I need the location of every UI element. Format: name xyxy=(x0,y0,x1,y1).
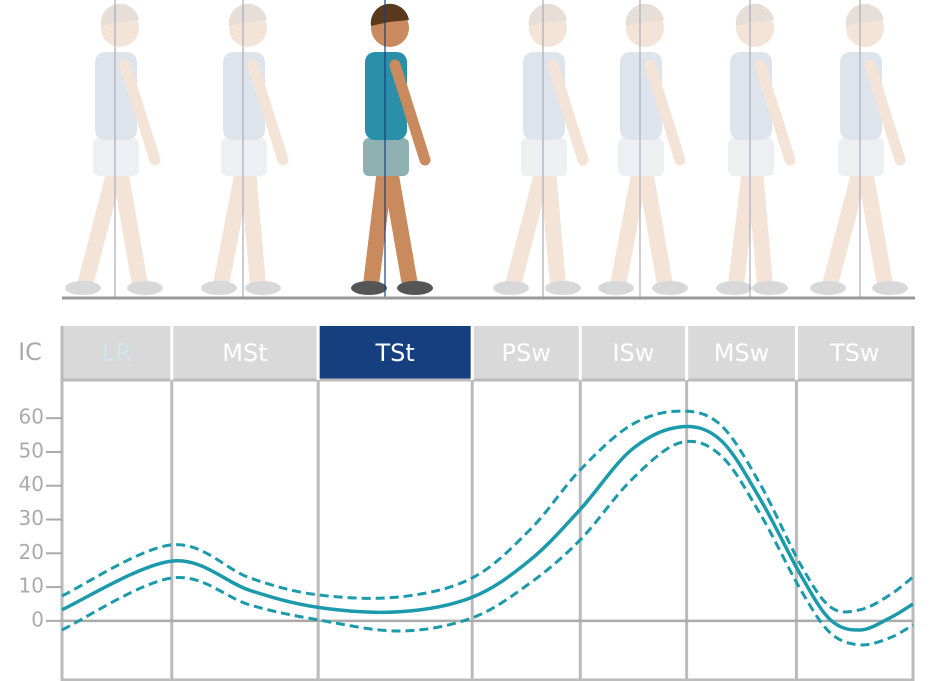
shoe xyxy=(716,281,752,295)
leg xyxy=(857,162,893,293)
head xyxy=(229,9,267,47)
figure xyxy=(598,3,688,295)
leg xyxy=(822,162,868,293)
shirt xyxy=(95,52,137,140)
phase-label: PSw xyxy=(502,339,551,367)
shoe xyxy=(872,281,908,295)
shoe xyxy=(810,281,846,295)
arm xyxy=(644,59,686,166)
head xyxy=(736,9,774,47)
head xyxy=(626,9,664,47)
shoe xyxy=(652,281,688,295)
leg xyxy=(610,162,648,293)
head xyxy=(101,9,139,47)
shorts xyxy=(838,138,884,176)
arm xyxy=(547,59,589,166)
shirt xyxy=(620,52,662,140)
series-line xyxy=(61,409,914,614)
leg xyxy=(382,162,418,293)
head xyxy=(529,9,567,47)
phase-label: LR xyxy=(102,339,132,367)
phase-label: TSw xyxy=(829,339,880,367)
plot-area xyxy=(60,378,915,681)
figure xyxy=(65,3,163,295)
arm xyxy=(864,59,906,166)
shoe xyxy=(545,281,581,295)
figure xyxy=(201,3,289,295)
phase-header xyxy=(62,326,913,380)
leg xyxy=(363,162,393,293)
figure xyxy=(716,3,796,295)
shirt xyxy=(840,52,882,140)
phase-label: MSw xyxy=(714,339,770,367)
y-tick-label: 0 xyxy=(31,607,44,631)
figure xyxy=(810,3,908,295)
hair xyxy=(845,3,884,26)
shirt xyxy=(523,52,565,140)
phase-label: IC xyxy=(18,338,42,366)
figure xyxy=(351,3,433,295)
shorts xyxy=(221,138,267,176)
arm xyxy=(754,59,796,166)
shorts xyxy=(93,138,139,176)
head xyxy=(846,9,884,47)
figure xyxy=(493,3,589,295)
y-tick-label: 60 xyxy=(19,405,44,429)
shoe xyxy=(752,281,788,295)
walking-figures xyxy=(65,0,908,298)
shoe xyxy=(201,281,237,295)
hair xyxy=(625,3,664,26)
hair xyxy=(370,3,409,27)
shirt xyxy=(223,52,265,140)
series-line xyxy=(61,439,914,647)
leg xyxy=(213,162,251,293)
shirt xyxy=(730,52,772,140)
y-tick-label: 40 xyxy=(19,472,44,496)
arm xyxy=(119,59,161,166)
y-tick-label: 20 xyxy=(19,540,44,564)
shoe xyxy=(598,281,634,295)
shoe xyxy=(493,281,529,295)
y-tick-label: 10 xyxy=(19,574,44,598)
leg xyxy=(77,162,123,293)
arm xyxy=(247,59,289,166)
leg xyxy=(747,162,773,293)
hair xyxy=(735,3,774,26)
y-tick-label: 30 xyxy=(19,506,44,530)
shoe xyxy=(127,281,163,295)
leg xyxy=(540,162,566,293)
shoe xyxy=(245,281,281,295)
leg xyxy=(505,162,551,293)
y-tick-label: 50 xyxy=(19,438,44,462)
leg xyxy=(240,162,266,293)
leg xyxy=(112,162,148,293)
shorts xyxy=(521,138,567,176)
arm xyxy=(389,59,431,166)
phase-label: TSt xyxy=(375,339,415,367)
shoe xyxy=(65,281,101,295)
phase-label: ISw xyxy=(612,339,654,367)
shorts xyxy=(728,138,774,176)
leg xyxy=(637,162,673,293)
hair xyxy=(228,3,267,26)
shorts xyxy=(618,138,664,176)
leg xyxy=(728,162,758,293)
shorts xyxy=(363,138,409,176)
shoe xyxy=(351,281,387,295)
hair xyxy=(528,3,567,27)
series-line xyxy=(61,424,914,632)
phase-label: MSt xyxy=(222,339,267,367)
shoe xyxy=(397,281,433,295)
hair xyxy=(100,3,139,27)
phase-highlight xyxy=(318,326,473,380)
